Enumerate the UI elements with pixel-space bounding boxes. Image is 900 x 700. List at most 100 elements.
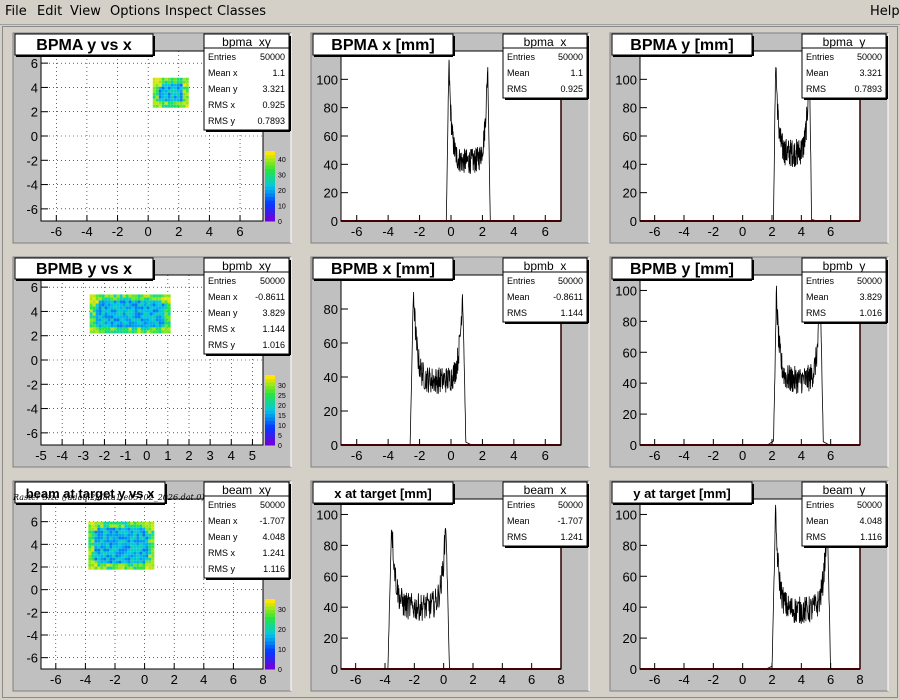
heat-cell [104, 294, 108, 298]
heat-cell [124, 527, 128, 531]
y-tick-label: -6 [26, 426, 38, 441]
heat-cell [152, 318, 156, 322]
heat-cell [98, 330, 102, 334]
heat-cell [106, 536, 110, 540]
y-tick-label: 4 [31, 537, 38, 552]
heat-cell [137, 294, 141, 298]
heat-cell [113, 309, 117, 313]
heat-cell [124, 521, 128, 525]
x-tick-label: 4 [206, 224, 213, 239]
heat-cell [140, 294, 144, 298]
palette-cell [265, 431, 275, 435]
stats-value: 50000 [857, 500, 882, 510]
x-tick-label: -6 [649, 672, 661, 687]
heat-cell [155, 300, 159, 304]
menu-view[interactable]: View [70, 4, 101, 19]
heat-cell [112, 530, 116, 534]
heat-cell [109, 545, 113, 549]
y-tick-label: 40 [623, 376, 637, 391]
heat-cell [182, 80, 186, 84]
heat-cell [100, 521, 104, 525]
heat-cell [170, 89, 174, 93]
palette-cell [265, 427, 275, 432]
root-canvas[interactable]: 0 10 20 30 40 -6 -4 -2 0 2 4 6 -6 -4 -2 0 2 4 6 BPMA y vs x… [2, 26, 898, 698]
menu-edit[interactable]: Edit [37, 4, 63, 19]
heat-cell [164, 80, 168, 84]
heat-cell [113, 306, 117, 310]
heat-cell [103, 533, 107, 537]
menu-options[interactable]: Options [110, 4, 161, 19]
y-tick-label: 0 [31, 353, 38, 368]
heat-cell [133, 551, 137, 555]
heat-cell [89, 327, 93, 331]
heat-cell [101, 315, 105, 319]
pad-bpma_y: -6-4-20246020406080100120BPMA y [mm]bpma… [609, 32, 889, 244]
x-tick-label: 6 [827, 224, 834, 239]
heat-cell [140, 330, 144, 334]
x-tick-label: 0 [440, 672, 447, 687]
heat-cell [88, 527, 92, 531]
heat-cell [121, 557, 125, 561]
stats-label: Mean x [208, 516, 238, 526]
y-tick-label: -4 [26, 628, 38, 643]
heat-cell [137, 330, 141, 334]
stats-label: RMS [507, 308, 527, 318]
heat-cell [88, 542, 92, 546]
heat-cell [148, 533, 152, 537]
heat-cell [101, 297, 105, 301]
heat-cell [124, 539, 128, 543]
heat-cell [91, 554, 95, 558]
heat-cell [100, 524, 104, 528]
heat-cell [158, 77, 162, 81]
palette-cell [265, 207, 275, 211]
y-tick-label: 0 [630, 438, 637, 453]
heat-cell [151, 551, 155, 555]
heat-cell [115, 545, 119, 549]
pad-bpma_x: -6-4-20246020406080100120BPMA x [mm]bpma… [310, 32, 590, 244]
heat-cell [136, 551, 140, 555]
heat-cell [116, 330, 120, 334]
stats-box [203, 257, 290, 355]
heat-cell [113, 315, 117, 319]
heat-cell [109, 527, 113, 531]
heat-cell [164, 89, 168, 93]
x-tick-label: 8 [259, 672, 266, 687]
heat-cell [119, 324, 123, 328]
heat-cell [167, 300, 171, 304]
heat-cell [164, 321, 168, 325]
stats-value: 1.116 [263, 564, 285, 574]
heat-cell [94, 554, 98, 558]
heat-cell [136, 554, 140, 558]
heat-cell [152, 104, 156, 108]
menu-file[interactable]: File [5, 4, 27, 19]
heat-cell [91, 539, 95, 543]
heat-cell [145, 536, 149, 540]
heat-cell [100, 533, 104, 537]
menu-classes[interactable]: Classes [217, 4, 266, 19]
heat-cell [124, 554, 128, 558]
menu-help[interactable]: Help [870, 4, 900, 19]
heat-cell [110, 306, 114, 310]
heat-cell [139, 554, 143, 558]
palette-cell [265, 606, 275, 610]
heat-cell [122, 309, 126, 313]
heat-cell [134, 300, 138, 304]
heat-cell [161, 92, 165, 96]
menu-inspect[interactable]: Inspect [165, 4, 213, 19]
heat-cell [110, 309, 114, 313]
stats-label: RMS [507, 84, 527, 94]
heat-cell [145, 563, 149, 567]
heat-cell [97, 524, 101, 528]
heat-cell [130, 527, 134, 531]
histogram-line [341, 527, 561, 670]
heat-cell [97, 560, 101, 564]
heat-cell [151, 533, 155, 537]
heat-cell [104, 297, 108, 301]
stats-name: beam_xy [222, 483, 271, 497]
heat-cell [98, 315, 102, 319]
heat-cell [143, 294, 147, 298]
y-tick-label: 40 [324, 370, 338, 385]
heat-cell [182, 86, 186, 90]
heat-cell [92, 312, 96, 316]
